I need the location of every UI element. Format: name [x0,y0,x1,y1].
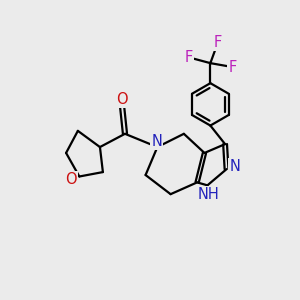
Text: N: N [151,134,162,149]
Text: N: N [230,159,240,174]
Text: O: O [116,92,128,107]
Text: F: F [184,50,193,65]
Text: F: F [214,34,222,50]
Text: NH: NH [198,187,220,202]
Text: F: F [228,59,236,74]
Text: O: O [65,172,77,187]
